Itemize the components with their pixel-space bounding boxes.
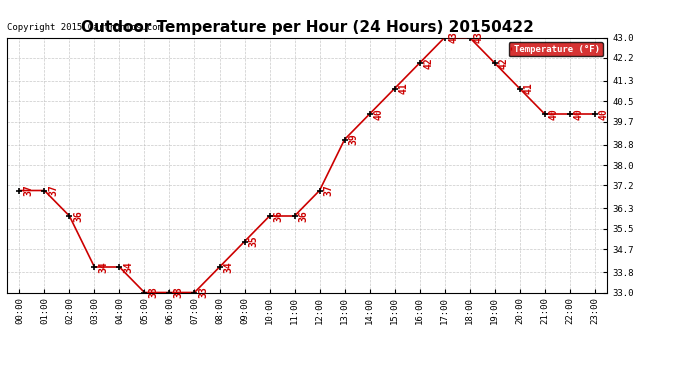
Text: Copyright 2015 Cartronics.com: Copyright 2015 Cartronics.com (7, 23, 163, 32)
Text: 34: 34 (124, 261, 134, 273)
Text: 33: 33 (199, 286, 208, 298)
Text: 41: 41 (524, 82, 534, 94)
Text: 43: 43 (474, 32, 484, 44)
Text: 40: 40 (549, 108, 559, 120)
Text: 35: 35 (248, 236, 259, 248)
Text: 41: 41 (399, 82, 408, 94)
Text: 40: 40 (374, 108, 384, 120)
Text: 33: 33 (148, 286, 159, 298)
Text: 37: 37 (48, 184, 59, 196)
Text: 37: 37 (23, 184, 34, 196)
Text: 36: 36 (299, 210, 308, 222)
Text: 36: 36 (74, 210, 83, 222)
Text: 34: 34 (99, 261, 108, 273)
Text: 40: 40 (599, 108, 609, 120)
Text: 39: 39 (348, 134, 359, 146)
Text: 42: 42 (424, 57, 434, 69)
Text: 33: 33 (174, 286, 184, 298)
Title: Outdoor Temperature per Hour (24 Hours) 20150422: Outdoor Temperature per Hour (24 Hours) … (81, 20, 533, 35)
Legend: Temperature (°F): Temperature (°F) (509, 42, 602, 56)
Text: 40: 40 (574, 108, 584, 120)
Text: 34: 34 (224, 261, 234, 273)
Text: 43: 43 (448, 32, 459, 44)
Text: 42: 42 (499, 57, 509, 69)
Text: 37: 37 (324, 184, 334, 196)
Text: 36: 36 (274, 210, 284, 222)
